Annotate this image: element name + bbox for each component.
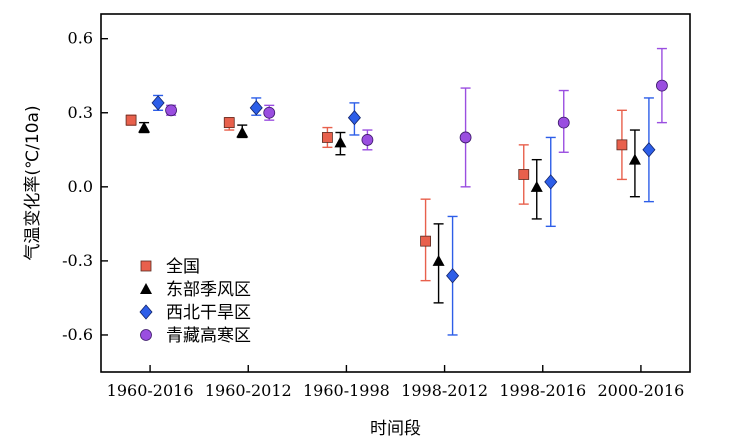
x-tick-label: 1998-2012 [401,381,488,400]
series-triangle [138,121,641,304]
data-point [236,126,249,138]
data-point [249,100,263,116]
data-point [628,153,641,165]
data-point [334,136,347,148]
y-tick-label: 0.3 [68,103,93,122]
legend-label: 青藏高寒区 [166,326,251,346]
data-point [459,131,472,144]
data-point [656,79,668,92]
series-square [125,109,628,282]
data-marks [125,47,668,336]
legend-label: 全国 [166,257,200,277]
data-point [322,132,333,143]
y-tick-label: -0.3 [62,251,93,270]
y-tick-label: 0.6 [68,29,93,48]
y-axis-ticks: -0.6 -0.3 0.0 0.3 0.6 [62,29,108,344]
data-point [165,104,177,117]
data-point [446,268,460,284]
series-diamond [151,94,656,336]
legend-marker [139,304,153,320]
data-point [138,121,151,133]
data-point [544,174,558,190]
plot-frame [100,13,691,373]
data-point [420,235,431,247]
data-point [347,110,361,126]
x-tick-label: 1960-1998 [303,381,390,400]
x-tick-label: 2000-2016 [597,381,684,400]
series-circle [165,47,668,188]
y-axis-title: 气温变化率(℃/10a) [23,105,43,260]
data-point [361,134,374,146]
x-tick-label: 1960-2016 [107,381,194,400]
y-tick-label: -0.6 [62,325,93,344]
data-point [518,169,530,180]
plot-border [100,13,691,373]
x-tick-label: 1998-2016 [499,381,586,400]
data-point [223,117,235,129]
data-point [530,180,543,192]
legend-marker [140,283,152,294]
x-axis-ticks: 1960-2016 1960-2012 1960-1998 1998-2012 1998… [107,365,684,400]
data-point [557,116,570,129]
data-point [151,95,165,111]
legend-marker [140,329,152,341]
data-point [263,106,276,119]
data-point [432,254,445,266]
x-tick-label: 1960-2012 [205,381,292,400]
legend-label: 东部季风区 [166,280,251,300]
legend-marker [140,260,152,272]
legend-label: 西北干旱区 [166,303,251,323]
y-tick-label: 0.0 [68,177,93,196]
data-point [642,142,656,158]
data-point [616,139,628,151]
data-point [125,114,137,126]
x-axis-title: 时间段 [370,419,421,439]
